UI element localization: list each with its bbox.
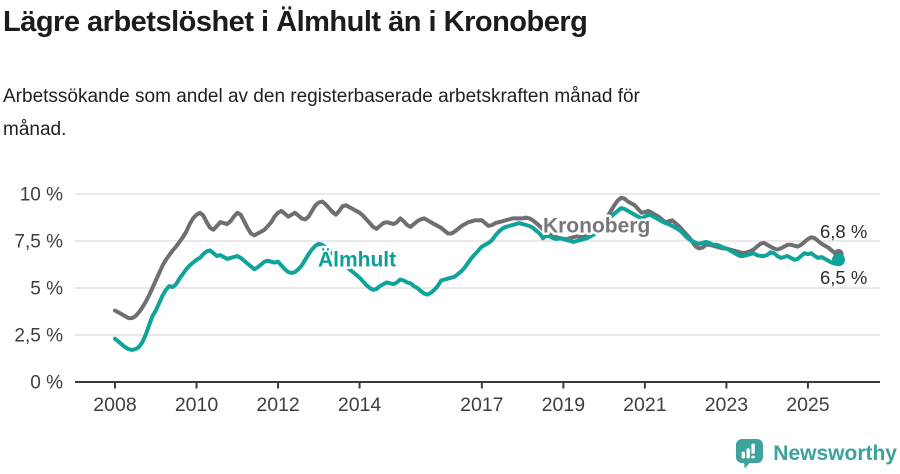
x-axis-label: 2014 <box>338 394 382 416</box>
chart-subtitle: Arbetssökande som andel av den registerb… <box>3 86 640 140</box>
x-axis-label: 2012 <box>256 394 299 416</box>
x-axis-label: 2025 <box>786 394 830 416</box>
y-axis-label: 2,5 % <box>14 326 63 347</box>
x-axis-label: 2019 <box>542 394 585 416</box>
series-line-älmhult <box>113 206 841 352</box>
y-axis-label: 0 % <box>30 373 63 394</box>
y-axis-label: 5 % <box>30 279 63 300</box>
series-end-value-kronoberg: 6,8 % <box>820 221 867 242</box>
x-axis-label: 2008 <box>93 394 136 416</box>
y-axis-label: 10 % <box>20 185 63 206</box>
x-axis-label: 2021 <box>623 394 666 416</box>
brand-name: Newsworthy <box>773 441 897 465</box>
x-axis-label: 2023 <box>705 394 748 416</box>
brand-footer: Newsworthy <box>735 438 897 469</box>
y-axis-label: 7,5 % <box>14 232 63 253</box>
series-end-value-älmhult: 6,5 % <box>820 267 867 288</box>
series-label-älmhult: Älmhult <box>318 248 396 271</box>
newsworthy-logo-icon <box>736 439 764 469</box>
series-end-dot-älmhult <box>831 253 845 267</box>
page-title: Lägre arbetslöshet i Älmhult än i Kronob… <box>3 6 588 38</box>
x-axis-label: 2017 <box>460 394 503 416</box>
series-label-kronoberg: Kronoberg <box>543 215 650 238</box>
x-axis-label: 2010 <box>175 394 219 416</box>
